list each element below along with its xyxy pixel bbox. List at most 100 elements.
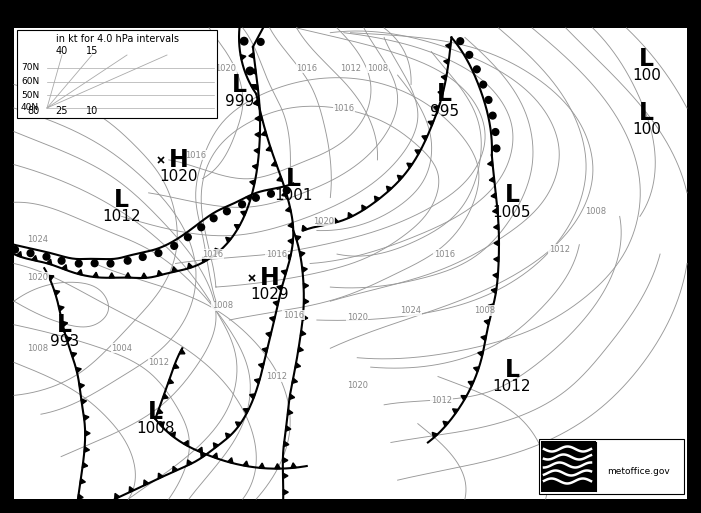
Polygon shape — [443, 421, 449, 427]
Text: L: L — [437, 82, 452, 106]
Circle shape — [224, 208, 230, 214]
Text: 50N: 50N — [21, 90, 39, 100]
Polygon shape — [79, 383, 84, 389]
Polygon shape — [240, 54, 246, 60]
Polygon shape — [215, 248, 220, 254]
Circle shape — [91, 260, 98, 267]
Text: 1012: 1012 — [493, 379, 531, 394]
Polygon shape — [489, 177, 494, 182]
Polygon shape — [438, 91, 444, 96]
Polygon shape — [81, 399, 86, 404]
Circle shape — [171, 243, 177, 249]
Polygon shape — [109, 273, 114, 278]
Polygon shape — [295, 235, 301, 241]
Polygon shape — [277, 176, 283, 181]
Text: 1020: 1020 — [347, 313, 368, 322]
Polygon shape — [240, 211, 247, 216]
Polygon shape — [291, 463, 297, 468]
Polygon shape — [251, 85, 257, 90]
Polygon shape — [54, 290, 60, 295]
Polygon shape — [303, 315, 308, 321]
Polygon shape — [301, 330, 306, 336]
Polygon shape — [46, 259, 52, 265]
Polygon shape — [253, 85, 258, 90]
Polygon shape — [173, 363, 179, 369]
Text: H: H — [260, 266, 280, 290]
Polygon shape — [386, 186, 392, 192]
Circle shape — [198, 224, 205, 231]
Text: L: L — [57, 313, 72, 337]
Circle shape — [268, 190, 274, 197]
Polygon shape — [254, 148, 259, 153]
Polygon shape — [179, 349, 185, 354]
Polygon shape — [93, 272, 98, 278]
Text: 1029: 1029 — [250, 287, 289, 302]
Circle shape — [492, 129, 499, 135]
Polygon shape — [261, 131, 267, 136]
Polygon shape — [62, 321, 67, 327]
Text: L: L — [505, 183, 519, 207]
Text: 1016: 1016 — [434, 250, 455, 259]
Circle shape — [184, 234, 191, 241]
Polygon shape — [170, 432, 175, 438]
Polygon shape — [250, 394, 255, 399]
Circle shape — [493, 145, 500, 152]
Text: 15: 15 — [86, 46, 98, 56]
Circle shape — [489, 112, 496, 119]
Polygon shape — [493, 273, 498, 278]
Polygon shape — [16, 251, 22, 257]
Polygon shape — [446, 43, 451, 49]
Circle shape — [155, 250, 162, 256]
Polygon shape — [488, 161, 493, 166]
Text: 1004: 1004 — [111, 344, 132, 353]
Text: L: L — [114, 188, 129, 212]
Text: 1020: 1020 — [313, 216, 334, 226]
Polygon shape — [249, 53, 254, 58]
Circle shape — [210, 215, 217, 222]
Polygon shape — [415, 150, 421, 155]
Polygon shape — [226, 433, 231, 439]
Polygon shape — [285, 207, 291, 212]
Polygon shape — [255, 132, 260, 137]
Circle shape — [485, 96, 492, 103]
Polygon shape — [243, 461, 248, 466]
Circle shape — [240, 37, 248, 45]
Circle shape — [246, 67, 254, 75]
Polygon shape — [302, 267, 307, 272]
Polygon shape — [253, 100, 259, 105]
Text: 1008: 1008 — [27, 344, 48, 353]
Text: 1016: 1016 — [297, 64, 318, 72]
Polygon shape — [168, 379, 174, 384]
Text: 1016: 1016 — [266, 250, 287, 259]
Polygon shape — [251, 69, 256, 74]
Text: 1024: 1024 — [27, 235, 48, 245]
Text: H: H — [169, 148, 189, 172]
Polygon shape — [333, 218, 339, 223]
Text: 1005: 1005 — [493, 205, 531, 220]
Circle shape — [283, 187, 290, 194]
Text: 80: 80 — [27, 106, 39, 116]
Polygon shape — [62, 265, 67, 270]
Polygon shape — [348, 212, 353, 218]
Polygon shape — [282, 191, 287, 196]
Text: 1016: 1016 — [333, 104, 354, 112]
Polygon shape — [203, 257, 207, 263]
Polygon shape — [226, 238, 231, 243]
Text: L: L — [232, 72, 247, 96]
Text: 995: 995 — [430, 104, 459, 119]
Polygon shape — [444, 59, 449, 65]
Polygon shape — [288, 239, 293, 244]
Text: in kt for 4.0 hPa intervals: in kt for 4.0 hPa intervals — [55, 34, 179, 44]
Polygon shape — [142, 273, 147, 278]
Polygon shape — [85, 430, 90, 436]
Polygon shape — [481, 336, 486, 341]
Circle shape — [466, 51, 472, 58]
Polygon shape — [255, 116, 260, 121]
Polygon shape — [77, 269, 83, 275]
Polygon shape — [66, 337, 72, 342]
Circle shape — [58, 258, 65, 264]
Polygon shape — [287, 409, 293, 415]
Text: 1016: 1016 — [283, 311, 304, 320]
Polygon shape — [491, 288, 496, 293]
Text: L: L — [639, 47, 654, 71]
